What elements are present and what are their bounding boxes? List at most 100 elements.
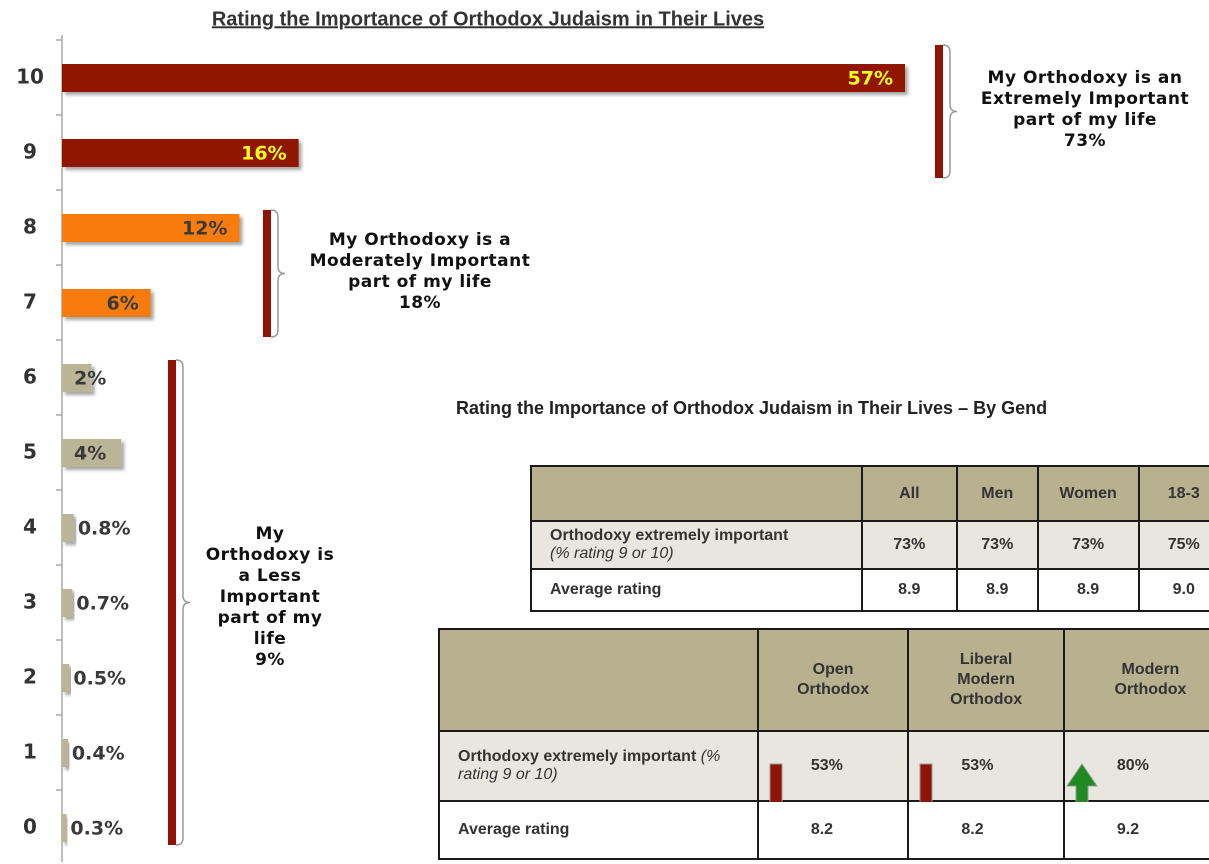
- bar: [62, 439, 122, 467]
- table-cell: 73%: [955, 520, 1039, 570]
- cell-text: 73%: [893, 536, 926, 553]
- cell-text: 53%: [961, 757, 994, 774]
- cell-text: 8.9: [1076, 581, 1100, 598]
- data-label: 0.7%: [76, 593, 129, 615]
- column-header: 18-3: [1137, 465, 1209, 522]
- table-cell: 8.2: [907, 800, 1065, 860]
- annotation: My Orthodoxy is a Less Important part of…: [205, 524, 335, 671]
- column-header: All: [860, 465, 958, 522]
- bracket-brace: [175, 359, 191, 846]
- data-label: 2%: [74, 368, 106, 390]
- row-label: Average rating: [530, 568, 863, 612]
- y-tick-label: 3: [23, 590, 37, 614]
- table: All Men Women 18-3 Orthodoxy extremely impor…: [530, 465, 1209, 612]
- cell-text: 8.9: [898, 581, 921, 598]
- annotation-total: 18%: [398, 293, 442, 313]
- cell-text: 9.0: [1172, 581, 1195, 598]
- data-label: 0.3%: [70, 818, 123, 840]
- row-note: (% rating 9 or 10): [458, 748, 721, 783]
- row-note: (% rating 9 or 10): [550, 545, 674, 562]
- annotation-total: 73%: [1063, 131, 1107, 151]
- y-tick-label: 7: [23, 290, 37, 314]
- table-cell: 8.2: [756, 800, 910, 860]
- bracket-brace: [942, 44, 958, 179]
- corner-cell: [530, 465, 863, 522]
- corner-cell: [438, 628, 759, 732]
- bar: [62, 514, 74, 542]
- data-label: 0.5%: [73, 668, 126, 690]
- y-tick-label: 8: [23, 215, 37, 239]
- column-header: Open Orthodox: [756, 628, 910, 732]
- bar: [62, 289, 151, 317]
- row-label: Orthodoxy extremely important (% rating …: [530, 520, 863, 570]
- table-cell: 9.2: [1062, 800, 1209, 860]
- y-tick-label: 1: [23, 740, 37, 764]
- y-tick-label: 0: [23, 815, 37, 839]
- annotation: My Orthodoxy is an Extremely Important p…: [970, 68, 1200, 152]
- column-header-text: 18-3: [1167, 484, 1200, 502]
- column-header-text: Modern Orthodox: [1114, 661, 1187, 698]
- bar: [62, 364, 92, 392]
- data-label: 6%: [106, 293, 138, 315]
- data-label: 16%: [241, 143, 286, 165]
- cell-text: 8.9: [986, 581, 1009, 598]
- annotation-text: My Orthodoxy is an Extremely Important p…: [980, 68, 1190, 130]
- table-cell: 73%: [1036, 520, 1140, 570]
- column-header-text: Men: [981, 484, 1014, 502]
- column-header: Liberal Modern Orthodox: [907, 628, 1065, 732]
- column-header-text: All: [899, 484, 920, 502]
- row-label: Orthodoxy extremely important (% rating …: [438, 730, 759, 802]
- header-row: Open Orthodox Liberal Modern Orthodox Mode…: [438, 628, 1209, 732]
- column-header: Modern Orthodox: [1062, 628, 1209, 732]
- annotation: My Orthodoxy is a Moderately Important p…: [290, 230, 550, 314]
- y-tick-label: 2: [23, 665, 37, 689]
- data-label: 57%: [848, 68, 893, 90]
- cell-text: 53%: [810, 757, 843, 774]
- table-cell: 73%: [860, 520, 958, 570]
- data-label: 4%: [74, 443, 106, 465]
- table-row: Orthodoxy extremely important (% rating …: [438, 730, 1209, 831]
- data-label: 12%: [182, 218, 227, 240]
- table-cell: 80%: [1062, 730, 1209, 831]
- bar: [62, 814, 67, 842]
- y-tick-label: 4: [23, 515, 37, 539]
- table-row: Orthodoxy extremely important (% rating …: [530, 520, 1209, 570]
- annotation-total: 9%: [255, 650, 285, 670]
- column-header: Men: [955, 465, 1039, 522]
- y-tick-label: 5: [23, 440, 37, 464]
- row-label-text: Average rating: [458, 821, 570, 838]
- table-row: Average rating 8.2 8.2 9.2: [438, 800, 1209, 860]
- bar: [62, 139, 299, 167]
- table: Open Orthodox Liberal Modern Orthodox Mode…: [438, 628, 1209, 860]
- row-label: Average rating: [438, 800, 759, 860]
- bracket-brace: [270, 209, 286, 338]
- header-row: All Men Women 18-3: [530, 465, 1209, 522]
- y-tick-label: 9: [23, 140, 37, 164]
- bar: [62, 64, 905, 92]
- cell-text: 8.2: [961, 821, 984, 838]
- column-header-text: Liberal Modern Orthodox: [950, 651, 1023, 708]
- y-tick-label: 6: [23, 365, 37, 389]
- column-header: Women: [1036, 465, 1140, 522]
- bar: [62, 589, 73, 617]
- table-row: Average rating 8.9 8.9 8.9 9.0: [530, 568, 1209, 612]
- bracket-bar: [935, 45, 943, 178]
- annotation-text: My Orthodoxy is a Less Important part of…: [205, 524, 335, 649]
- bar: [62, 214, 240, 242]
- bracket-bar: [263, 210, 271, 337]
- cell-text: 8.2: [810, 821, 834, 838]
- bar: [62, 739, 68, 767]
- bar: [62, 664, 70, 692]
- bracket-bar: [168, 360, 176, 845]
- table-cell: 53%: [756, 730, 910, 831]
- row-label-text: Orthodoxy extremely important: [458, 748, 697, 765]
- table-title: Rating the Importance of Orthodox Judais…: [456, 398, 1048, 418]
- table-cell: 75%: [1137, 520, 1209, 570]
- cell-text: 80%: [1116, 757, 1149, 774]
- table-cell: 53%: [907, 730, 1065, 831]
- table-cell: 8.9: [955, 568, 1039, 612]
- data-label: 0.8%: [78, 518, 131, 540]
- cell-text: 73%: [1072, 536, 1105, 553]
